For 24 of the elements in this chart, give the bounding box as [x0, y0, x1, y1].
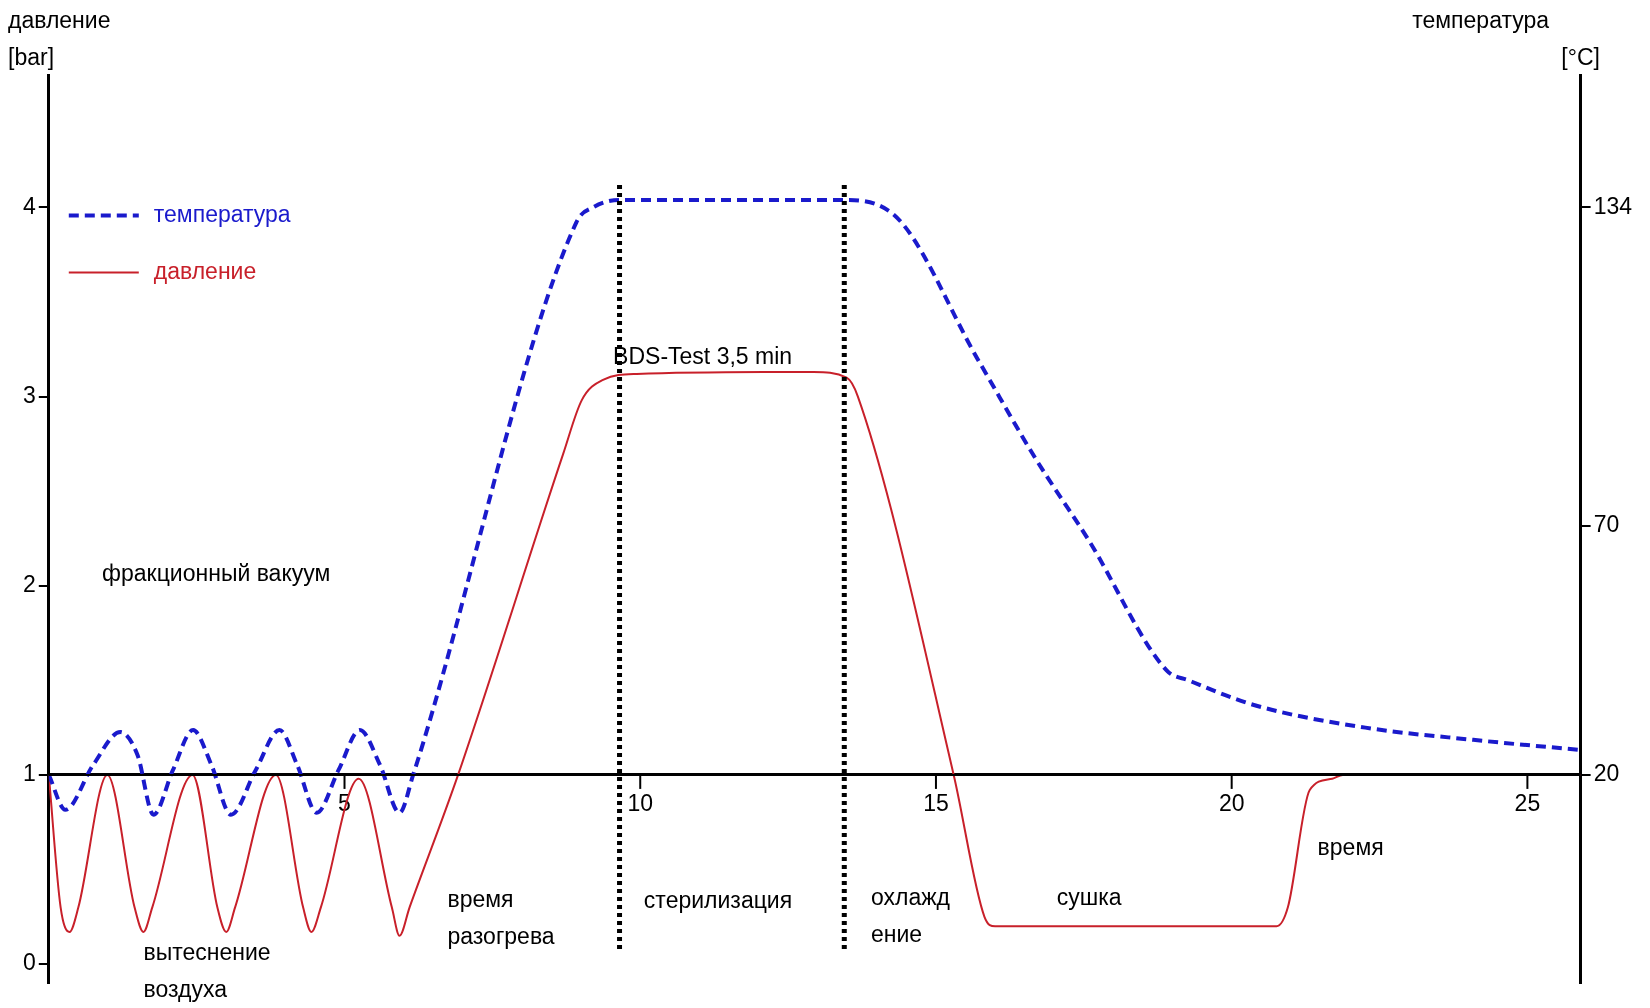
y2-axis-title: температура [°C]	[1412, 6, 1600, 70]
y-tick-label: 2	[22, 571, 36, 598]
y-axis-title: давление [bar]	[7, 6, 111, 70]
y2-tick-label: 20	[1593, 760, 1620, 787]
x-tick-label: 10	[627, 790, 654, 817]
y-tick-label: 3	[22, 381, 36, 408]
annotation: стерилизация	[643, 887, 793, 914]
annotation: вытеснение воздуха	[143, 938, 271, 1002]
y2-tick-label: 134	[1593, 192, 1633, 219]
x-tick-label: 25	[1514, 790, 1541, 817]
legend-label: давление	[153, 257, 257, 284]
annotation: BDS-Test 3,5 min	[613, 342, 793, 369]
x-axis-title: время	[1317, 833, 1384, 860]
x-tick-label: 15	[923, 790, 949, 817]
x-tick-label: 20	[1218, 790, 1245, 817]
legend-label: температура	[153, 200, 291, 227]
annotation: время разогрева	[447, 885, 555, 949]
y2-tick-label: 70	[1593, 511, 1620, 538]
y-tick-label: 1	[22, 760, 36, 787]
annotation: сушка	[1056, 883, 1122, 910]
annotation: фракционный вакуум	[102, 560, 331, 587]
annotation: охлажд ение	[870, 883, 951, 947]
y-tick-label: 0	[22, 949, 36, 976]
y-tick-label: 4	[22, 192, 36, 219]
